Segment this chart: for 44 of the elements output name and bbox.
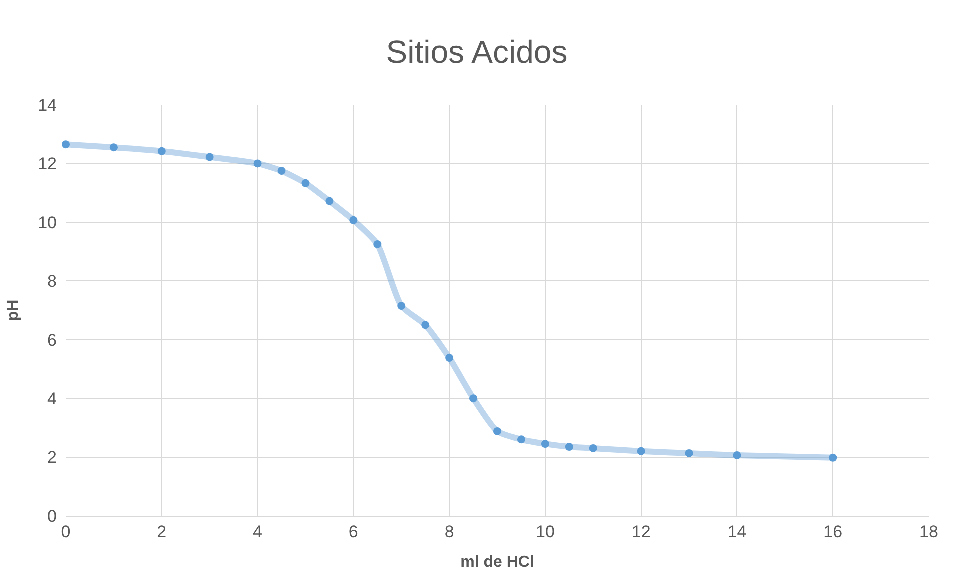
x-tick-label: 2 <box>157 522 167 542</box>
point <box>374 240 382 248</box>
point <box>470 394 478 403</box>
point <box>206 153 214 162</box>
y-tick-label: 2 <box>48 448 57 468</box>
point <box>565 443 574 452</box>
y-tick-label: 0 <box>48 506 57 526</box>
x-tick-label: 4 <box>253 522 263 542</box>
point <box>398 302 406 310</box>
point <box>62 140 70 149</box>
point <box>110 144 118 152</box>
y-tick-label: 6 <box>48 330 57 350</box>
point <box>589 444 598 452</box>
x-tick-label: 0 <box>61 522 71 542</box>
y-axis-title: pH <box>4 300 22 322</box>
point <box>254 160 262 168</box>
x-axis-title: ml de HCl <box>460 554 534 572</box>
point <box>733 452 742 460</box>
x-tick-label: 18 <box>920 522 938 542</box>
point <box>829 454 838 462</box>
point <box>422 321 430 330</box>
y-tick-label: 8 <box>48 272 57 292</box>
point <box>685 449 694 458</box>
x-tick-label: 8 <box>444 522 454 542</box>
point <box>302 179 310 188</box>
point <box>278 167 286 176</box>
x-tick-label: 6 <box>348 522 358 542</box>
point <box>350 216 358 224</box>
x-tick-label: 14 <box>728 522 747 542</box>
chart-title: Sitios Acidos <box>386 34 568 70</box>
x-tick-label: 12 <box>632 522 651 542</box>
point <box>446 354 454 362</box>
x-tick-label: 10 <box>536 522 555 542</box>
y-tick-label: 12 <box>38 154 57 174</box>
point <box>158 147 166 156</box>
point <box>517 436 526 444</box>
y-tick-label: 4 <box>48 390 57 409</box>
point <box>494 427 502 436</box>
point <box>541 440 550 448</box>
point <box>637 447 646 456</box>
y-tick-label: 14 <box>38 96 57 115</box>
x-tick-label: 16 <box>824 522 843 542</box>
y-tick-label: 10 <box>38 213 57 232</box>
point <box>326 197 334 206</box>
